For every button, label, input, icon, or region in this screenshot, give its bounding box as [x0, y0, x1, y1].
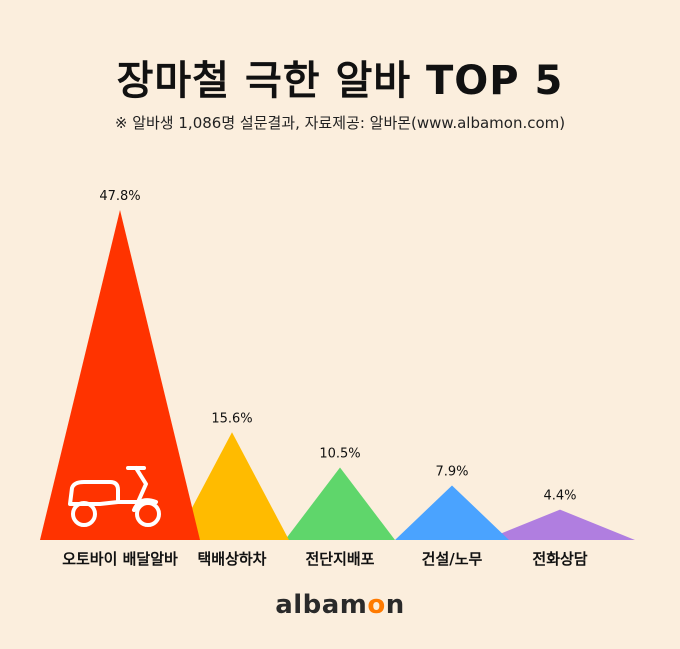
albamon-logo: albamon: [0, 590, 680, 620]
logo-text-accent: o: [367, 590, 386, 620]
category-label-2: 택배상하차: [197, 550, 266, 568]
logo-text-2: n: [385, 590, 405, 620]
chart-bar-1: [40, 210, 200, 540]
chart-bar-2: [175, 432, 289, 540]
value-label-4: 7.9%: [435, 464, 468, 479]
value-label-5: 4.4%: [543, 489, 576, 504]
logo-text-1: albam: [275, 590, 368, 620]
chart-title: 장마철 극한 알바 TOP 5: [116, 58, 564, 104]
category-label-5: 전화상담: [532, 550, 587, 568]
category-label-4: 건설/노무: [422, 550, 483, 568]
category-label-1: 오토바이 배달알바: [62, 550, 178, 568]
scooter-icon: [68, 466, 161, 527]
category-label-3: 전단지배포: [305, 550, 374, 568]
chart-subtitle: ※ 알바생 1,086명 설문결과, 자료제공: 알바몬(www.albamon…: [114, 114, 566, 132]
chart-bar-4: [395, 485, 509, 540]
chart-bar-3: [285, 467, 395, 540]
value-label-1: 47.8%: [99, 189, 140, 204]
value-label-3: 10.5%: [319, 447, 360, 462]
chart-bar-5: [485, 509, 635, 540]
value-label-2: 15.6%: [211, 411, 252, 426]
